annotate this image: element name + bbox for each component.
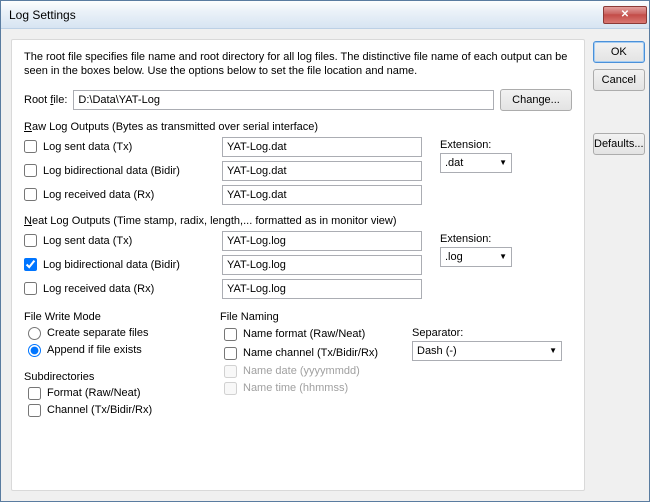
create-separate-input[interactable] — [28, 327, 41, 340]
neat-tx-checkbox[interactable]: Log sent data (Tx) — [24, 234, 214, 247]
name-time-checkbox: Name time (hhmmss) — [224, 382, 404, 395]
neat-rx-checkbox[interactable]: Log received data (Rx) — [24, 282, 214, 295]
subdir-channel-input[interactable] — [28, 404, 41, 417]
raw-ext-col: Extension: .dat ▼ — [440, 137, 550, 173]
side-buttons: OK Cancel Defaults... — [593, 39, 645, 491]
separator-select[interactable]: Dash (-) ▼ — [412, 341, 562, 361]
write-mode-group: File Write Mode Create separate files Ap… — [24, 311, 204, 357]
raw-tx-check-input[interactable] — [24, 140, 37, 153]
cancel-button[interactable]: Cancel — [593, 69, 645, 91]
close-icon: ✕ — [621, 9, 629, 20]
name-channel-checkbox[interactable]: Name channel (Tx/Bidir/Rx) — [224, 347, 404, 360]
root-file-label: Root file: — [24, 94, 67, 106]
raw-ext-label: Extension: — [440, 139, 550, 151]
subdirs-title: Subdirectories — [24, 371, 204, 383]
neat-section-title: Neat Log Outputs (Time stamp, radix, len… — [24, 215, 572, 227]
chevron-down-icon: ▼ — [499, 158, 507, 167]
raw-bidir-checkbox[interactable]: Log bidirectional data (Bidir) — [24, 164, 214, 177]
name-format-checkbox[interactable]: Name format (Raw/Neat) — [224, 328, 404, 341]
file-naming-group: File Naming Name format (Raw/Neat) Separ… — [220, 311, 572, 417]
name-date-checkbox: Name date (yyyymmdd) — [224, 365, 404, 378]
main-panel: The root file specifies file name and ro… — [11, 39, 585, 491]
name-date-input — [224, 365, 237, 378]
dialog-body: The root file specifies file name and ro… — [1, 29, 649, 501]
raw-rx-file[interactable]: YAT-Log.dat — [222, 185, 422, 205]
write-mode-title: File Write Mode — [24, 311, 204, 323]
neat-rx-check-input[interactable] — [24, 282, 37, 295]
chevron-down-icon: ▼ — [499, 252, 507, 261]
neat-ext-col: Extension: .log ▼ — [440, 231, 550, 267]
bottom-area: File Write Mode Create separate files Ap… — [24, 311, 572, 417]
raw-tx-checkbox[interactable]: Log sent data (Tx) — [24, 140, 214, 153]
change-button[interactable]: Change... — [500, 89, 572, 111]
neat-bidir-check-input[interactable] — [24, 258, 37, 271]
raw-tx-file[interactable]: YAT-Log.dat — [222, 137, 422, 157]
separator-col: Separator: Dash (-) ▼ — [412, 327, 572, 361]
neat-ext-label: Extension: — [440, 233, 550, 245]
raw-bidir-check-input[interactable] — [24, 164, 37, 177]
create-separate-radio[interactable]: Create separate files — [28, 327, 204, 340]
subdir-format-checkbox[interactable]: Format (Raw/Neat) — [28, 387, 204, 400]
raw-bidir-file[interactable]: YAT-Log.dat — [222, 161, 422, 181]
ok-button[interactable]: OK — [593, 41, 645, 63]
window-title: Log Settings — [9, 8, 603, 22]
intro-text: The root file specifies file name and ro… — [24, 50, 572, 79]
root-file-input[interactable]: D:\Data\YAT-Log — [73, 90, 494, 110]
file-naming-title: File Naming — [220, 311, 572, 323]
append-input[interactable] — [28, 344, 41, 357]
defaults-button[interactable]: Defaults... — [593, 133, 645, 155]
neat-rx-file[interactable]: YAT-Log.log — [222, 279, 422, 299]
name-time-input — [224, 382, 237, 395]
raw-ext-select[interactable]: .dat ▼ — [440, 153, 512, 173]
log-settings-window: Log Settings ✕ The root file specifies f… — [0, 0, 650, 502]
raw-section-title: Raw Log Outputs (Bytes as transmitted ov… — [24, 121, 572, 133]
raw-grid: Log sent data (Tx) YAT-Log.dat Extension… — [24, 137, 572, 205]
root-file-row: Root file: D:\Data\YAT-Log Change... — [24, 89, 572, 111]
neat-ext-select[interactable]: .log ▼ — [440, 247, 512, 267]
neat-grid: Log sent data (Tx) YAT-Log.log Extension… — [24, 231, 572, 299]
neat-bidir-file[interactable]: YAT-Log.log — [222, 255, 422, 275]
close-button[interactable]: ✕ — [603, 6, 647, 24]
subdir-format-input[interactable] — [28, 387, 41, 400]
neat-tx-file[interactable]: YAT-Log.log — [222, 231, 422, 251]
name-format-input[interactable] — [224, 328, 237, 341]
subdirs-group: Subdirectories Format (Raw/Neat) Channel… — [24, 371, 204, 417]
raw-rx-check-input[interactable] — [24, 188, 37, 201]
raw-rx-checkbox[interactable]: Log received data (Rx) — [24, 188, 214, 201]
separator-label: Separator: — [412, 327, 572, 339]
name-channel-input[interactable] — [224, 347, 237, 360]
chevron-down-icon: ▼ — [549, 346, 557, 355]
subdir-channel-checkbox[interactable]: Channel (Tx/Bidir/Rx) — [28, 404, 204, 417]
left-col: File Write Mode Create separate files Ap… — [24, 311, 204, 417]
neat-tx-check-input[interactable] — [24, 234, 37, 247]
append-radio[interactable]: Append if file exists — [28, 344, 204, 357]
titlebar: Log Settings ✕ — [1, 1, 649, 29]
spacer — [593, 97, 645, 127]
neat-bidir-checkbox[interactable]: Log bidirectional data (Bidir) — [24, 258, 214, 271]
